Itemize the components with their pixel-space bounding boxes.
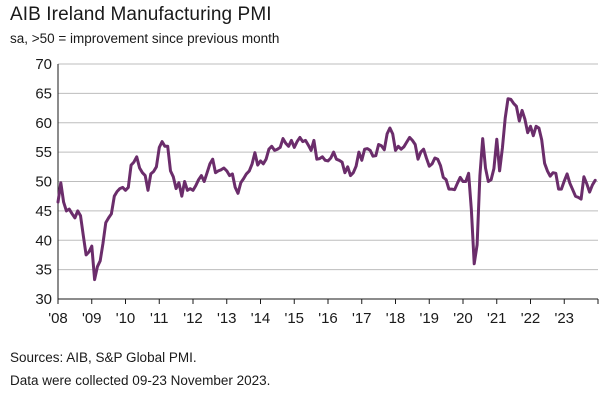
y-tick-label: 65 [35,85,52,102]
y-tick-label: 55 [35,144,52,161]
x-tick-label: '18 [386,310,406,327]
pmi-series-line [56,97,597,282]
x-tick-label: '19 [419,310,439,327]
x-tick-label: '22 [521,310,541,327]
chart-title: AIB Ireland Manufacturing PMI [10,4,272,25]
y-tick-label: 60 [35,115,52,132]
x-tick-label: '21 [487,310,507,327]
x-tick-label: '14 [251,310,271,327]
x-tick-label: '15 [284,310,304,327]
x-tick-label: '16 [318,310,338,327]
y-tick-label: 50 [35,174,52,191]
y-tick-label: 40 [35,232,52,249]
x-tick-label: '10 [116,310,136,327]
sources-note: Sources: AIB, S&P Global PMI. [10,350,197,365]
y-tick-label: 30 [35,291,52,308]
y-tick-label: 45 [35,203,52,220]
y-tick-label: 70 [35,56,52,73]
x-tick-label: '23 [554,310,574,327]
x-tick-label: '17 [352,310,372,327]
x-tick-label: '09 [82,310,102,327]
x-tick-label: '12 [183,310,203,327]
y-tick-label: 35 [35,262,52,279]
collection-note: Data were collected 09-23 November 2023. [10,373,271,388]
x-tick-label: '11 [150,310,168,327]
x-tick-label: '13 [217,310,237,327]
chart-subtitle: sa, >50 = improvement since previous mon… [10,31,280,46]
x-tick-label: '20 [453,310,473,327]
x-tick-label: '08 [48,310,68,327]
